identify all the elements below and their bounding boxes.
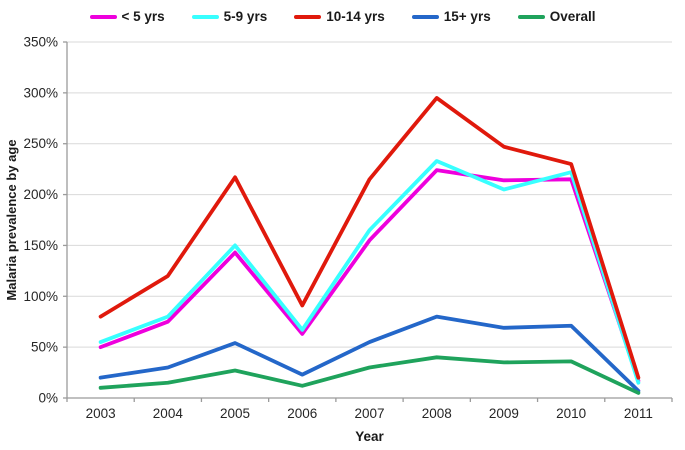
legend-line-icon [294, 14, 322, 20]
legend-line-icon [191, 14, 219, 20]
y-tick-label: 200% [23, 187, 58, 202]
x-tick-label: 2007 [354, 406, 384, 421]
series-line-5-9-yrs [98, 159, 641, 385]
x-tick-label: 2003 [86, 406, 116, 421]
x-tick-label: 2004 [153, 406, 184, 421]
legend-label: 15+ yrs [443, 9, 491, 25]
y-tick-label: 350% [23, 35, 58, 50]
legend-label: 10-14 yrs [326, 9, 385, 25]
y-tick-label: 300% [23, 85, 58, 100]
x-tick-label: 2010 [556, 406, 586, 421]
legend-label: 5-9 yrs [223, 9, 268, 25]
series-line-5-yrs [98, 168, 641, 383]
legend-item-10-14: 10-14 yrs [294, 10, 385, 24]
x-tick-label: 2005 [220, 406, 250, 421]
y-tick-label: 250% [23, 136, 58, 151]
x-tick-label: 2008 [422, 406, 452, 421]
y-tick-label: 150% [23, 238, 58, 253]
legend-item-5-9: 5-9 yrs [191, 9, 268, 25]
legend-line-icon [89, 14, 117, 20]
y-tick-label: 100% [23, 289, 58, 304]
y-tick-label: 50% [31, 340, 58, 355]
x-tick-label: 2006 [287, 406, 317, 421]
series-line-10-14-yrs [98, 96, 641, 380]
x-tick-label: 2009 [489, 406, 519, 421]
y-tick-label: 0% [38, 391, 58, 406]
x-axis-title: Year [355, 429, 384, 444]
series-line-15-yrs [98, 314, 641, 393]
legend-line-icon [411, 14, 439, 20]
legend-label: < 5 yrs [121, 9, 165, 25]
legend-item-15-plus: 15+ yrs [411, 9, 491, 25]
legend-item-overall: Overall [517, 9, 596, 25]
chart-legend: < 5 yrs 5-9 yrs 10-14 yrs 15+ yrs Overal… [0, 6, 685, 28]
series-line-overall [98, 355, 641, 395]
legend-label: Overall [549, 9, 596, 25]
x-tick-label: 2011 [624, 406, 653, 421]
legend-item-under-5: < 5 yrs [89, 9, 165, 25]
legend-line-icon [517, 14, 545, 20]
y-axis-title: Malaria prevalence by age [4, 139, 19, 301]
